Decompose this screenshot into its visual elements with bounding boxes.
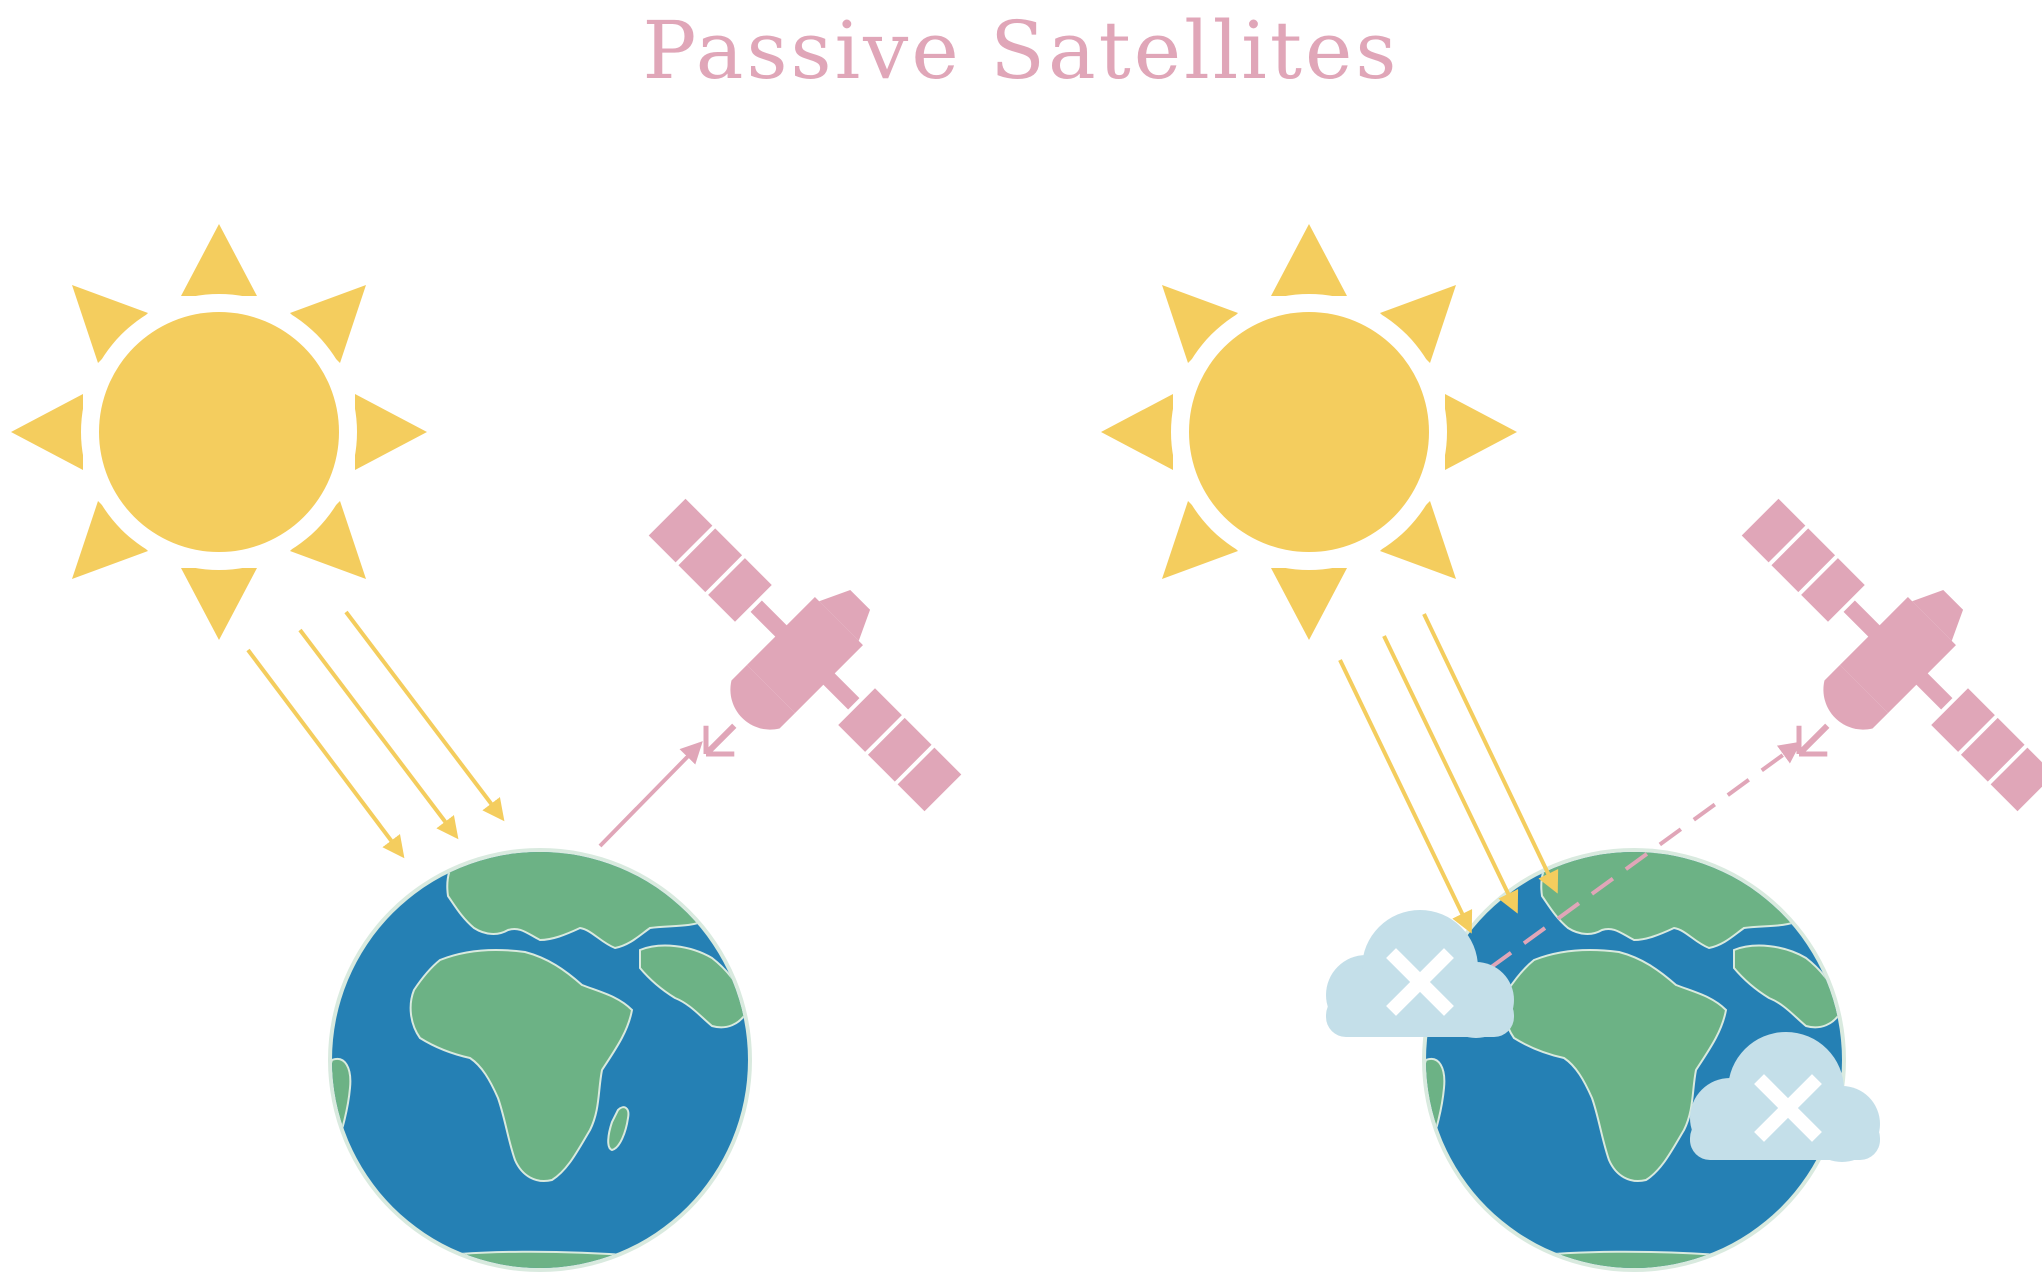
sunlight-rays <box>246 610 505 859</box>
weak-reflected-signal-arrow <box>1488 741 1802 970</box>
sunlight-ray <box>298 628 459 840</box>
sunlight-ray <box>344 610 505 822</box>
diagram-title: Passive Satellites <box>642 4 1400 97</box>
sunlight-ray <box>1382 635 1519 914</box>
cloud-blocked-icon <box>1326 910 1514 1038</box>
earth-icon <box>1422 848 1846 1272</box>
sun-icon <box>11 224 427 640</box>
earth-icon <box>328 848 752 1272</box>
sun-icon <box>1101 224 1517 640</box>
satellite-icon <box>1741 498 2042 812</box>
cloud-blocked-icon <box>1690 1032 1880 1162</box>
sunlight-ray <box>1422 613 1559 894</box>
sunlight-ray <box>1338 659 1473 934</box>
sunlight-ray <box>246 648 405 859</box>
right-panel-cloudy-sky <box>1101 224 2042 1272</box>
sunlight-rays <box>1338 613 1559 934</box>
left-panel-clear-sky <box>11 224 962 1272</box>
reflected-signal-arrow <box>598 741 703 848</box>
satellite-icon <box>648 498 962 812</box>
